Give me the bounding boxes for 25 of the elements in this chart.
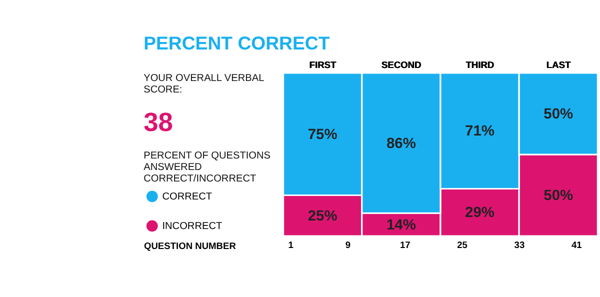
legend-label: INCORRECT: [162, 221, 222, 232]
x-tick-label: SECOND: [382, 60, 422, 70]
text: 38: [144, 107, 173, 138]
text: PERCENT OF QUESTIONS ANSWERED CORRECT/INCORRECT: [144, 150, 271, 185]
x2-tick-label: 25: [457, 240, 468, 250]
data-label: 50%: [544, 188, 574, 204]
legend-label: CORRECT: [162, 192, 212, 203]
data-label: 71%: [465, 124, 495, 140]
data-label: 86%: [386, 136, 416, 152]
data-label: 75%: [308, 126, 338, 143]
x2-tick-label: 33: [514, 240, 525, 250]
text: YOUR OVERALL VERBAL SCORE:: [144, 72, 265, 96]
data-label: 50%: [544, 106, 574, 122]
x-tick-label: FIRST: [310, 60, 337, 70]
x2-tick-label: 1: [288, 240, 294, 250]
x2-tick-label: 17: [400, 240, 410, 250]
data-label: 25%: [308, 208, 338, 224]
chart-title: PERCENT CORRECT: [144, 32, 330, 54]
x2-axis-title: QUESTION NUMBER: [144, 240, 236, 251]
data-label: 14%: [386, 217, 416, 234]
data-label: 29%: [465, 205, 495, 222]
x2-tick-label: 41: [571, 240, 582, 250]
x2-tick-label: 9: [345, 240, 351, 250]
x-tick-label: LAST: [546, 60, 572, 70]
x-tick-label: THIRD: [466, 60, 495, 70]
